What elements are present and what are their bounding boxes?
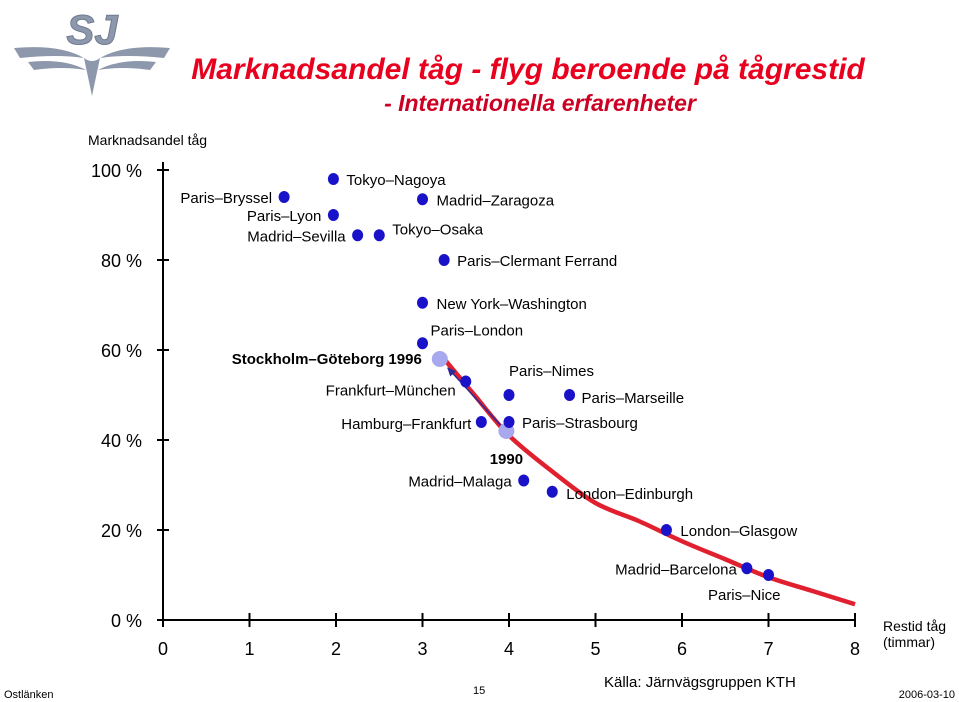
data-points: [278, 173, 774, 581]
point-label: New York–Washington: [437, 296, 587, 313]
change-arrow: [447, 367, 501, 426]
point-label: Hamburg–Frankfurt: [341, 416, 472, 433]
x-tick-label: 8: [850, 639, 860, 659]
y-tick-label: 80 %: [101, 251, 142, 271]
data-point: [518, 474, 530, 487]
sj-logo-text: SJ: [66, 6, 119, 53]
point-label: Madrid–Barcelona: [615, 561, 737, 578]
x-tick-label: 5: [590, 639, 600, 659]
footer-left: Ostlänken: [4, 689, 54, 701]
point-label: Paris–Bryssel: [180, 190, 272, 207]
data-point: [417, 193, 428, 206]
data-point: [373, 229, 385, 242]
point-label: Paris–Marseille: [582, 390, 685, 407]
data-point: [417, 337, 428, 350]
y-tick-label: 20 %: [101, 521, 142, 541]
axes: 0 % 20 % 40 % 60 % 80 % 100 % 0 1 2 3 4 5 6 7 8: [91, 161, 860, 659]
point-labels: Tokyo–Nagoya Paris–Bryssel Madrid–Zaragoza…: [180, 172, 797, 604]
point-label: Paris–Nimes: [509, 363, 594, 380]
point-label: Frankfurt–München: [326, 383, 456, 400]
data-point: [564, 389, 576, 401]
data-point: [503, 389, 515, 401]
y-tick-label: 100 %: [91, 161, 142, 181]
data-point: [438, 254, 450, 266]
point-label: Tokyo–Osaka: [392, 221, 484, 238]
data-point: [327, 173, 339, 185]
sj-logo-wing-right: [100, 47, 170, 58]
data-point: [417, 296, 428, 309]
data-point: [327, 209, 339, 221]
sj-logo-wing-left: [14, 47, 84, 58]
data-point: [460, 375, 472, 388]
point-label: Paris–Nice: [708, 587, 781, 604]
sj-logo-wing-left-lower: [28, 61, 86, 70]
y-tick-label: 40 %: [101, 431, 142, 451]
data-point: [763, 569, 774, 581]
data-point: [278, 191, 290, 203]
chart-title: Marknadsandel tåg - flyg beroende på tåg…: [191, 53, 865, 86]
point-label: Paris–Clermant Ferrand: [457, 253, 617, 270]
x-tick-label: 4: [504, 639, 514, 659]
source-note: Källa: Järnvägsgruppen KTH: [604, 674, 796, 691]
point-label: Madrid–Sevilla: [247, 228, 346, 245]
data-point: [546, 485, 558, 498]
y-axis-label: Marknadsandel tåg: [88, 132, 207, 148]
point-label: London–Edinburgh: [566, 486, 693, 503]
chart-subtitle: - Internationella erfarenheter: [384, 90, 697, 116]
data-point: [503, 416, 515, 428]
sj-logo-wing-right-lower: [98, 61, 156, 70]
x-tick-label: 6: [677, 639, 687, 659]
highlight-point: [431, 351, 448, 367]
x-tick-label: 0: [158, 639, 168, 659]
point-label: Paris–London: [431, 322, 524, 339]
x-axis-label-line1: Restid tåg: [883, 618, 946, 634]
highlight-label: 1990: [490, 451, 523, 468]
x-axis-label-line2: (timmar): [883, 634, 935, 650]
data-point: [660, 524, 672, 536]
point-label: London–Glasgow: [680, 523, 797, 540]
x-tick-label: 1: [244, 639, 254, 659]
y-tick-label: 0 %: [111, 611, 142, 631]
sj-logo: SJ: [14, 6, 170, 96]
point-label: Madrid–Zaragoza: [437, 192, 555, 209]
highlight-label: Stockholm–Göteborg 1996: [232, 351, 422, 368]
sj-logo-tail: [84, 58, 100, 96]
trend-curve: [442, 357, 856, 607]
footer-date: 2006-03-10: [899, 689, 955, 701]
data-point: [352, 229, 364, 242]
x-tick-label: 2: [331, 639, 341, 659]
point-label: Tokyo–Nagoya: [346, 172, 446, 189]
data-point: [741, 562, 753, 575]
point-label: Paris–Strasbourg: [522, 415, 638, 432]
data-point: [475, 416, 487, 428]
y-tick-label: 60 %: [101, 341, 142, 361]
x-tick-label: 3: [417, 639, 427, 659]
page-number: 15: [473, 685, 485, 697]
x-tick-label: 7: [763, 639, 773, 659]
point-label: Madrid–Malaga: [408, 474, 512, 491]
point-label: Paris–Lyon: [247, 208, 322, 225]
